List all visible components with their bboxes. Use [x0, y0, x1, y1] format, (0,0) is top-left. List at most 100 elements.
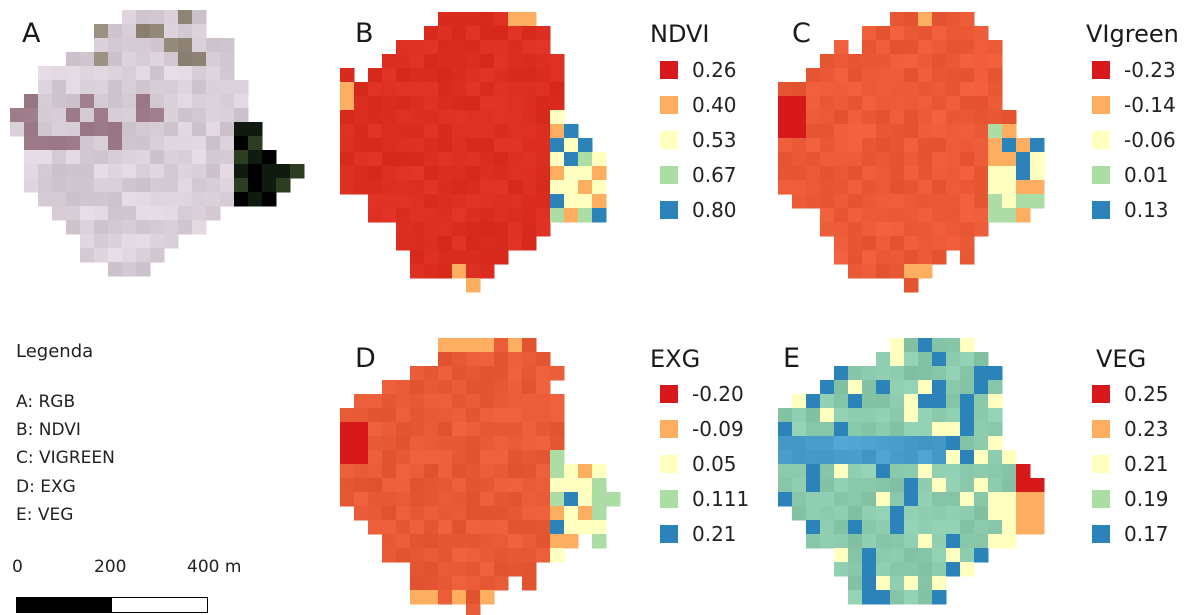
exg-pixel: [410, 436, 425, 451]
ndvi-pixel: [480, 110, 495, 125]
veg-pixel: [1016, 492, 1031, 507]
ndvi-pixel: [550, 124, 565, 139]
panel-label-b: B: [355, 18, 374, 49]
exg-pixel: [424, 394, 439, 409]
exg-pixel: [522, 464, 537, 479]
veg-pixel: [876, 394, 891, 409]
vigreen-pixel: [862, 166, 877, 181]
veg-pixel: [876, 548, 891, 563]
exg-pixel: [410, 562, 425, 577]
exg-pixel: [410, 478, 425, 493]
exg-pixel: [424, 436, 439, 451]
ndvi-pixel: [550, 54, 565, 69]
vigreen-pixel: [848, 264, 863, 279]
veg-pixel: [848, 380, 863, 395]
exg-pixel: [480, 506, 495, 521]
exg-pixel: [452, 534, 467, 549]
ndvi-legend-item: 0.67: [660, 163, 737, 187]
rgb-pixel: [94, 136, 109, 151]
vigreen-pixel: [904, 152, 919, 167]
exg-pixel: [578, 464, 593, 479]
ndvi-pixel: [508, 152, 523, 167]
veg-pixel: [834, 478, 849, 493]
rgb-pixel: [192, 66, 207, 81]
rgb-pixel: [122, 206, 137, 221]
rgb-pixel: [150, 10, 165, 25]
veg-pixel: [974, 380, 989, 395]
exg-pixel: [494, 338, 509, 353]
ndvi-pixel: [466, 54, 481, 69]
exg-pixel: [466, 422, 481, 437]
exg-pixel: [564, 506, 579, 521]
ndvi-pixel: [550, 180, 565, 195]
rgb-pixel: [234, 122, 249, 137]
vigreen-pixel: [960, 54, 975, 69]
rgb-pixel: [150, 220, 165, 235]
vigreen-pixel: [820, 110, 835, 125]
rgb-pixel: [262, 178, 277, 193]
vigreen-pixel: [904, 138, 919, 153]
ndvi-pixel: [438, 138, 453, 153]
vigreen-pixel: [848, 82, 863, 97]
exg-pixel: [382, 380, 397, 395]
ndvi-legend-value: 0.53: [692, 128, 737, 152]
exg-pixel: [410, 576, 425, 591]
key-title: Legenda: [16, 341, 94, 362]
exg-pixel: [452, 394, 467, 409]
exg-pixel: [382, 408, 397, 423]
veg-pixel: [848, 366, 863, 381]
rgb-pixel: [178, 220, 193, 235]
rgb-pixel: [178, 24, 193, 39]
exg-pixel: [550, 548, 565, 563]
vigreen-pixel: [904, 222, 919, 237]
rgb-pixel: [66, 192, 81, 207]
vigreen-pixel: [974, 110, 989, 125]
exg-pixel: [536, 394, 551, 409]
veg-pixel: [806, 436, 821, 451]
exg-pixel: [466, 464, 481, 479]
exg-pixel: [466, 478, 481, 493]
veg-pixel: [848, 520, 863, 535]
rgb-pixel: [38, 164, 53, 179]
vigreen-pixel: [932, 68, 947, 83]
exg-pixel: [368, 506, 383, 521]
ndvi-pixel: [424, 222, 439, 237]
exg-pixel: [480, 562, 495, 577]
ndvi-pixel: [340, 96, 355, 111]
ndvi-pixel: [508, 180, 523, 195]
veg-pixel: [904, 394, 919, 409]
vigreen-pixel: [988, 54, 1003, 69]
vigreen-pixel: [890, 222, 905, 237]
vigreen-pixel: [946, 124, 961, 139]
ndvi-pixel: [578, 166, 593, 181]
exg-pixel: [550, 506, 565, 521]
vigreen-pixel: [1002, 208, 1017, 223]
ndvi-pixel: [536, 194, 551, 209]
veg-pixel: [974, 422, 989, 437]
vigreen-pixel: [1030, 138, 1045, 153]
rgb-pixel: [206, 38, 221, 53]
veg-pixel: [1002, 534, 1017, 549]
vigreen-pixel: [806, 82, 821, 97]
veg-pixel: [918, 450, 933, 465]
exg-pixel: [382, 436, 397, 451]
rgb-pixel: [220, 66, 235, 81]
vigreen-pixel: [876, 138, 891, 153]
ndvi-pixel: [424, 180, 439, 195]
vigreen-pixel: [862, 124, 877, 139]
exg-pixel: [494, 576, 509, 591]
vigreen-pixel: [778, 124, 793, 139]
vigreen-pixel: [946, 40, 961, 55]
veg-pixel: [820, 394, 835, 409]
ndvi-pixel: [536, 138, 551, 153]
vigreen-pixel: [876, 40, 891, 55]
rgb-pixel: [150, 206, 165, 221]
ndvi-pixel: [466, 96, 481, 111]
veg-pixel: [988, 520, 1003, 535]
rgb-pixel: [108, 262, 123, 277]
veg-pixel: [946, 520, 961, 535]
vigreen-pixel: [862, 82, 877, 97]
vigreen-pixel: [904, 208, 919, 223]
exg-pixel: [410, 422, 425, 437]
veg-pixel: [876, 366, 891, 381]
